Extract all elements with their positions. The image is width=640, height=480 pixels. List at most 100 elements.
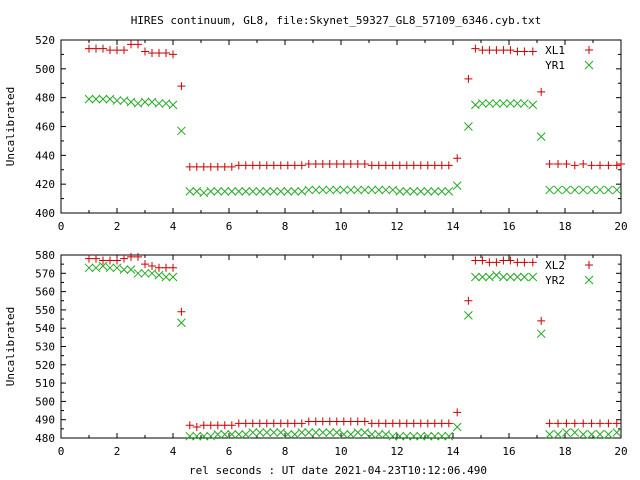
data-point [133, 268, 143, 278]
data-point [464, 311, 473, 320]
y-tick-label: 400 [35, 207, 55, 220]
data-point [113, 46, 121, 55]
data-point [471, 100, 480, 110]
y-tick-label: 490 [35, 414, 55, 427]
y-tick-label: 540 [35, 322, 55, 335]
data-point [304, 159, 313, 168]
data-point [360, 185, 370, 195]
data-point [185, 421, 194, 430]
data-point [513, 99, 522, 108]
data-point [120, 254, 128, 263]
data-point [587, 185, 596, 195]
data-point [528, 258, 537, 267]
data-point [234, 419, 243, 428]
y-axis-label: Uncalibrated [4, 87, 17, 166]
data-point [444, 161, 453, 170]
data-point [318, 185, 328, 195]
legend-marker [584, 60, 594, 70]
data-point [283, 429, 293, 439]
data-point [437, 161, 446, 170]
data-point [492, 99, 501, 108]
data-point [255, 428, 265, 437]
data-point [283, 419, 292, 428]
data-point [423, 187, 433, 196]
y-tick-label: 580 [35, 249, 55, 262]
x-tick-label: 0 [58, 220, 65, 233]
data-point [360, 417, 369, 426]
data-point [506, 256, 515, 265]
data-point [332, 159, 341, 168]
data-point [485, 272, 494, 282]
data-point [255, 161, 264, 170]
data-point [388, 161, 397, 170]
data-point [318, 159, 327, 168]
data-point [430, 431, 440, 441]
x-tick-label: 20 [614, 220, 627, 233]
data-point [192, 162, 201, 171]
data-point [437, 187, 447, 196]
x-tick-label: 16 [502, 445, 515, 458]
data-point [499, 99, 508, 108]
data-point [492, 46, 501, 55]
data-point [332, 185, 342, 195]
data-point [395, 419, 404, 428]
data-point [612, 185, 622, 195]
data-point [452, 181, 462, 190]
data-point [140, 268, 150, 278]
data-point [227, 421, 236, 430]
data-point [269, 187, 279, 196]
data-point [154, 270, 164, 280]
data-point [112, 96, 122, 105]
data-point [325, 417, 334, 426]
data-point [234, 187, 244, 196]
data-point [587, 161, 596, 170]
data-point [471, 44, 480, 53]
data-point [499, 46, 508, 55]
data-point [141, 47, 149, 56]
data-point [402, 187, 412, 196]
data-point [119, 265, 129, 274]
data-point [553, 185, 563, 195]
data-point [570, 161, 579, 170]
data-point [492, 258, 501, 267]
data-point [562, 428, 571, 437]
data-point [430, 161, 439, 170]
series-xl2 [85, 252, 621, 432]
data-point [478, 46, 487, 55]
data-point [234, 161, 243, 170]
data-point [283, 187, 293, 196]
data-point [612, 428, 622, 437]
data-point [374, 419, 383, 428]
panel-1: 0 2 4 6 8 10 12 14 16 18 20 400 420 440 460 480 500 520 Un… [4, 34, 628, 233]
data-point [248, 428, 258, 437]
data-point [269, 419, 278, 428]
chart-panels: 0 2 4 6 8 10 12 14 16 18 20400420440460480500520Un… [4, 34, 628, 458]
data-point [297, 419, 306, 428]
data-point [161, 272, 171, 282]
data-point [388, 185, 398, 195]
data-point [388, 431, 398, 441]
data-point [367, 429, 377, 439]
data-point [596, 161, 604, 170]
data-point [513, 272, 522, 282]
x-tick-label: 10 [334, 445, 347, 458]
x-tick-label: 10 [334, 220, 347, 233]
data-point [206, 162, 215, 171]
y-tick-label: 570 [35, 267, 55, 280]
data-point [578, 185, 588, 195]
data-point [269, 161, 278, 170]
data-point [227, 187, 237, 196]
data-point [92, 254, 100, 263]
data-point [85, 44, 93, 53]
x-tick-label: 18 [558, 220, 571, 233]
data-point [227, 429, 237, 439]
data-point [444, 419, 453, 428]
data-point [283, 161, 292, 170]
data-point [84, 94, 94, 104]
x-tick-label: 8 [282, 220, 289, 233]
data-point [147, 268, 157, 278]
data-point [220, 429, 230, 439]
data-point [177, 82, 186, 91]
data-point [339, 417, 348, 426]
data-point [554, 419, 562, 428]
